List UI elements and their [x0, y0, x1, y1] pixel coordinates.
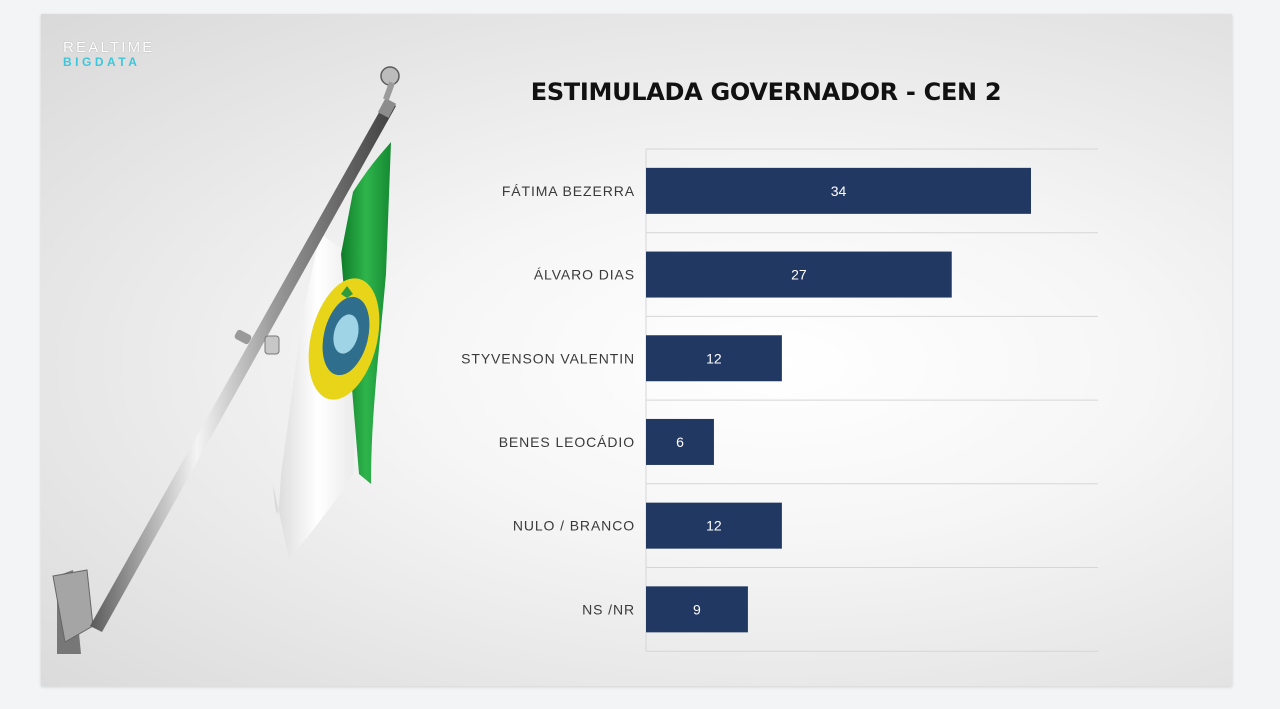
- bar: [646, 502, 782, 549]
- bars-layer: [646, 167, 1031, 633]
- bar-chart: 34 FÁTIMA BEZERRA 27 ÁLVARO DIAS 12 STYVENSON…: [461, 148, 1098, 652]
- bar: [646, 418, 714, 465]
- bar: [646, 251, 952, 298]
- flag-illustration: [52, 66, 400, 654]
- pole-collar: [377, 98, 397, 118]
- bar: [646, 335, 782, 382]
- pole-neck: [383, 81, 395, 101]
- data-label: 34: [831, 183, 847, 199]
- logo: REALTIME BIGDATA: [63, 40, 155, 68]
- category-label: NS /NR: [582, 601, 635, 617]
- bar: [646, 167, 1031, 214]
- grid-layer: [645, 148, 1098, 652]
- logo-line-2: BIGDATA: [63, 55, 141, 69]
- slide: REALTIME BIGDATA ESTIMULADA GOVERNADOR -…: [41, 14, 1232, 686]
- data-label: 9: [693, 601, 701, 617]
- category-label: FÁTIMA BEZERRA: [502, 183, 635, 199]
- flag-clip: [264, 335, 280, 355]
- flag-pole: [90, 100, 396, 632]
- pole-ring: [234, 329, 252, 345]
- flag-shield-center: [333, 314, 359, 354]
- category-label: ÁLVARO DIAS: [534, 267, 635, 283]
- category-label: NULO / BRANCO: [513, 518, 635, 534]
- data-label: 27: [791, 267, 807, 283]
- data-label: 12: [706, 518, 722, 534]
- category-label: STYVENSON VALENTIN: [461, 350, 635, 366]
- category-label: BENES LEOCÁDIO: [499, 434, 635, 450]
- bar: [646, 586, 748, 633]
- data-label: 12: [706, 350, 722, 366]
- data-label: 6: [676, 434, 684, 450]
- flag-palm: [341, 286, 353, 298]
- logo-line-1: REALTIME: [63, 39, 155, 56]
- labels-layer: 34 FÁTIMA BEZERRA 27 ÁLVARO DIAS 12 STYVENSON…: [461, 183, 846, 617]
- chart-title: ESTIMULADA GOVERNADOR - CEN 2: [530, 78, 1002, 106]
